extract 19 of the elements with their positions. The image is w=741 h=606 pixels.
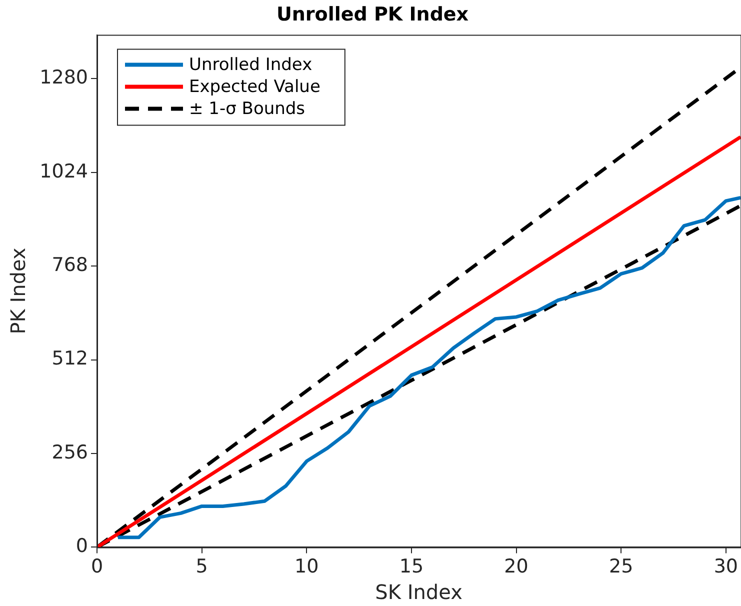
y-tick-label: 1024 <box>40 160 88 182</box>
legend-label: ± 1-σ Bounds <box>189 99 306 120</box>
x-tick-label: 5 <box>196 556 208 578</box>
legend-label: Unrolled Index <box>189 55 312 76</box>
x-tick-label: 15 <box>399 556 424 578</box>
x-tick-label: 10 <box>294 556 319 578</box>
y-tick-label: 768 <box>52 254 88 276</box>
x-tick-label: 0 <box>90 556 104 578</box>
y-tick-label: 0 <box>76 535 88 558</box>
x-tick-label: 20 <box>504 556 528 578</box>
y-tick-label: 1280 <box>40 66 88 89</box>
x-tick-label: 30 <box>714 556 738 578</box>
y-axis-title: PK Index <box>6 248 30 334</box>
legend-label: Expected Value <box>189 77 320 98</box>
chart-title: Unrolled PK Index <box>276 3 469 26</box>
x-axis-title: SK Index <box>375 580 463 604</box>
y-tick-label: 256 <box>52 441 88 464</box>
y-tick-label: 512 <box>52 348 88 370</box>
x-tick-label: 25 <box>609 556 634 578</box>
